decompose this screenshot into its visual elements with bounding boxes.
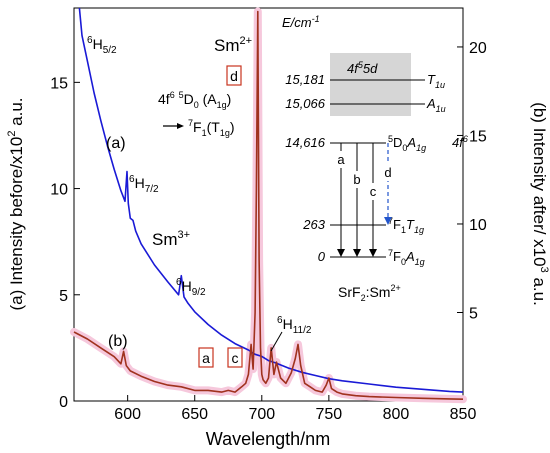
y-right-tick-label-20: 20 bbox=[469, 40, 487, 57]
level-energy-15066: 15,066 bbox=[285, 96, 326, 111]
y-left-tick-label-10: 10 bbox=[50, 182, 68, 199]
arrow-d-head bbox=[384, 217, 392, 225]
x-tick-label-750: 750 bbox=[316, 406, 343, 423]
annotation-6h72: 6H7/2 bbox=[129, 174, 159, 195]
peak-box-c-label: c bbox=[232, 350, 239, 366]
annotation-sm3: Sm3+ bbox=[152, 229, 190, 249]
x-tick-label-700: 700 bbox=[248, 406, 275, 423]
transition-label-lower: 7F1(T1g) bbox=[188, 118, 235, 138]
level-label-7f1: 7F1T1g bbox=[388, 216, 424, 235]
peak-box-c bbox=[227, 347, 243, 368]
level-energy-0: 0 bbox=[318, 249, 326, 264]
level-label-5d0: 5D0A1g bbox=[388, 134, 426, 153]
plot-frame bbox=[73, 7, 464, 402]
transition-arrow-head bbox=[177, 123, 184, 129]
peak-box-d-label: d bbox=[230, 68, 238, 84]
arrow-label-a-bg bbox=[335, 151, 347, 168]
level-energy-263: 263 bbox=[302, 217, 325, 232]
level-label-7f0: 7F0A1g bbox=[388, 248, 425, 267]
x-tick-label-850: 850 bbox=[450, 406, 477, 423]
arrow-label-d: d bbox=[384, 165, 391, 180]
peak-box-d bbox=[226, 65, 242, 86]
arrow-b-head bbox=[353, 249, 361, 257]
series-a-line bbox=[78, 7, 464, 393]
host-label: SrF2:Sm2+ bbox=[338, 283, 401, 303]
level-axis-label: E/cm-1 bbox=[282, 14, 320, 30]
leader-6h112 bbox=[270, 331, 283, 352]
arrow-c-head bbox=[369, 249, 377, 257]
annotation-6h92: 6H9/2 bbox=[176, 277, 206, 298]
level-energy-15181: 15,181 bbox=[285, 72, 325, 87]
series-label-b: (b) bbox=[108, 333, 128, 350]
annotation-6h52: 6H5/2 bbox=[87, 35, 117, 56]
y-right-tick-label-10: 10 bbox=[469, 217, 487, 234]
level-label-t1u: T1u bbox=[427, 72, 445, 90]
level-box-4f55d bbox=[330, 53, 411, 116]
arrow-label-c-bg bbox=[367, 183, 379, 200]
x-tick-label-600: 600 bbox=[114, 406, 141, 423]
series-label-a: (a) bbox=[106, 135, 126, 152]
level-energy-14616: 14,616 bbox=[285, 135, 326, 150]
arrow-a-head bbox=[337, 249, 345, 257]
series-b-line bbox=[73, 10, 464, 400]
y-left-tick-label-5: 5 bbox=[59, 288, 68, 305]
y-axis-right-label: (b) Intensity after/ x103 a.u. bbox=[530, 102, 550, 306]
x-axis-label: Wavelength/nm bbox=[206, 429, 330, 449]
arrow-label-b: b bbox=[353, 172, 360, 187]
y-right-tick-label-15: 15 bbox=[469, 128, 487, 145]
y-left-tick-label-15: 15 bbox=[50, 75, 68, 92]
annotation-sm2: Sm2+ bbox=[214, 35, 252, 55]
axis-ticks: 600 650 700 750 800 850 0 5 10 15 5 10 15 20 bbox=[50, 40, 487, 423]
annotation-6h112: 6H11/2 bbox=[277, 315, 312, 336]
arrow-label-c: c bbox=[370, 184, 377, 199]
arrow-label-a: a bbox=[337, 152, 345, 167]
energy-level-diagram: E/cm-1 4f55d 15,181 15,066 14,616 263 0 … bbox=[282, 14, 468, 303]
peak-box-a-label: a bbox=[202, 350, 210, 366]
arrow-label-b-bg bbox=[351, 171, 363, 188]
peak-box-a bbox=[198, 347, 214, 368]
level-config-4f6: 4f6 bbox=[452, 134, 468, 150]
y-left-tick-label-0: 0 bbox=[59, 394, 68, 411]
transition-label-upper: 4f6 5D0 (A1g) bbox=[158, 90, 231, 110]
y-axis-left-label: (a) Intensity before/x102 a.u. bbox=[6, 97, 26, 310]
level-config-4f55d: 4f55d bbox=[347, 60, 378, 76]
arrow-label-d-bg bbox=[382, 164, 394, 181]
x-tick-label-800: 800 bbox=[383, 406, 410, 423]
x-tick-label-650: 650 bbox=[181, 406, 208, 423]
level-label-a1u: A1u bbox=[426, 96, 446, 114]
series-lines bbox=[70, 7, 467, 404]
y-right-tick-label-5: 5 bbox=[469, 305, 478, 322]
